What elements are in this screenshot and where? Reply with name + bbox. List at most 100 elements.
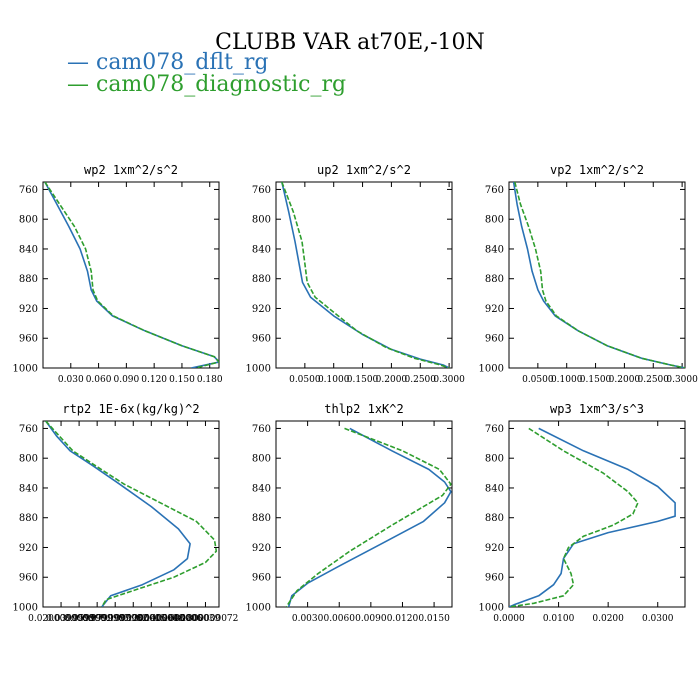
x-tick-label: 0.2000 [376,375,408,385]
y-tick-label: 840 [252,244,271,255]
x-tick-label: 0.030 [58,375,84,385]
panel-title: up2 1xm^2/s^2 [317,163,411,177]
series-line-diagnostic [44,182,219,368]
series-line-dflt [45,421,191,607]
x-tick-label: 0.0500 [289,375,321,385]
y-tick-label: 800 [19,454,38,465]
x-tick-label: 0.120 [141,375,167,385]
x-tick-label: 0.0200000000 [28,614,94,624]
y-tick-label: 840 [485,483,504,494]
y-tick-label: 920 [252,543,271,554]
y-tick-label: 800 [485,215,504,226]
x-tick-label: 0.1600000039 [154,614,220,624]
y-tick-label: 960 [485,334,504,345]
x-tick-label: 0.3000 [433,375,465,385]
x-tick-label: 0.0100 [543,614,575,624]
y-tick-label: 760 [485,185,504,196]
y-tick-label: 920 [485,543,504,554]
panel-1: wp2 1xm^2/s^2 760 800 840 880 920 960 1000 0.030… [13,163,223,385]
x-tick-label: 0.0090 [355,614,387,624]
x-tick-label: 0.0200 [592,614,624,624]
x-tick-label: 0.2500 [405,375,437,385]
y-tick-label: 920 [485,304,504,315]
panel-3: vp2 1xm^2/s^2 760 800 840 880 920 960 1000 0.050… [479,163,699,385]
y-tick-label: 800 [252,454,271,465]
x-tick-label: 0.0799999982 [82,614,148,624]
panel-title: wp3 1xm^3/s^3 [550,402,644,416]
x-tick-label: 0.0300 [642,614,674,624]
y-tick-label: 880 [252,274,271,285]
series-line-dflt [44,182,219,368]
x-tick-label: 0.1500 [347,375,379,385]
y-tick-label: 880 [19,274,38,285]
x-tick-label: 0.1500 [580,375,612,385]
y-tick-label: 920 [19,543,38,554]
panel-title: rtp2 1E-6x(kg/kg)^2 [62,402,199,416]
x-tick-label: 0.180 [197,375,223,385]
x-tick-label: 0.0120 [387,614,419,624]
y-tick-label: 760 [485,424,504,435]
series-line-diagnostic [285,427,452,607]
y-tick-label: 1000 [479,603,504,614]
y-tick-label: 920 [252,304,271,315]
x-tick-label: 0.1000 [551,375,583,385]
y-tick-label: 760 [19,424,38,435]
x-tick-label: 0.3000 [666,375,698,385]
y-tick-label: 840 [19,483,38,494]
x-tick-label: 0.0150 [418,614,450,624]
x-tick-label: 0.2500 [638,375,670,385]
x-tick-label: 0.0030 [292,614,324,624]
x-tick-label: 0.0060 [323,614,355,624]
panel-4: rtp2 1E-6x(kg/kg)^2 760 800 840 880 920 960 100… [13,402,239,624]
y-tick-label: 840 [485,244,504,255]
x-tick-label: 0.150 [169,375,195,385]
y-tick-label: 760 [252,424,271,435]
series-line-diagnostic [45,421,218,607]
x-tick-label: 0.060 [86,375,112,385]
x-tick-label: 0.1200000048 [118,614,184,624]
y-tick-label: 840 [252,483,271,494]
y-tick-label: 1000 [13,364,38,375]
y-tick-label: 920 [19,304,38,315]
y-tick-label: 880 [252,513,271,524]
y-tick-label: 1000 [246,603,271,614]
y-tick-label: 1000 [246,364,271,375]
plot-frame [42,181,220,369]
y-tick-label: 760 [19,185,38,196]
plot-frame [508,181,686,369]
y-tick-label: 960 [252,334,271,345]
y-tick-label: 880 [19,513,38,524]
y-tick-label: 960 [252,573,271,584]
y-tick-label: 800 [485,454,504,465]
panel-title: vp2 1xm^2/s^2 [550,163,644,177]
panel-title: thlp2 1xK^2 [324,402,403,416]
series-line-dflt [512,182,685,368]
y-tick-label: 1000 [479,364,504,375]
x-tick-label: 0.0500 [522,375,554,385]
chart-title: CLUBB VAR at70E,-10N [215,30,485,55]
y-tick-label: 840 [19,244,38,255]
x-tick-label: 0.090 [113,375,139,385]
panel-title: wp2 1xm^2/s^2 [84,163,178,177]
y-tick-label: 1000 [13,603,38,614]
y-tick-label: 800 [19,215,38,226]
plot-frame [275,181,453,369]
y-tick-label: 800 [252,215,271,226]
series-line-diagnostic [514,182,685,368]
series-line-dflt [509,427,676,607]
plot-frame [508,420,686,608]
legend-entry-dflt: — cam078_dflt_rg [67,50,269,75]
x-tick-label: 0.0000 [493,614,525,624]
y-tick-label: 880 [485,274,504,285]
y-tick-label: 760 [252,185,271,196]
series-line-diagnostic [281,182,450,368]
series-line-dflt [287,427,452,607]
panel-2: up2 1xm^2/s^2 760 800 840 880 920 960 1000 0.050… [246,163,466,385]
x-tick-label: 0.2000 [609,375,641,385]
plot-frame [275,420,453,608]
x-tick-label: 0.1400000006 [136,614,202,624]
x-tick-label: 0.1000000015 [100,614,166,624]
series-line-dflt [281,182,450,368]
plot-frame [42,420,220,608]
